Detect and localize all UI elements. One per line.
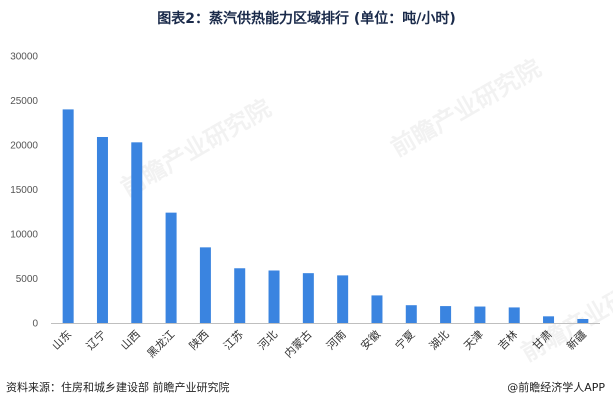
x-tick-label: 天津 bbox=[461, 328, 486, 353]
bar-内蒙古 bbox=[302, 273, 314, 323]
y-tick-label: 30000 bbox=[10, 52, 38, 63]
bars bbox=[62, 109, 589, 324]
y-tick-label: 10000 bbox=[10, 230, 38, 241]
y-tick-label: 0 bbox=[32, 319, 38, 330]
bar-山东 bbox=[62, 109, 74, 324]
x-tick-label: 山东 bbox=[50, 328, 75, 353]
x-tick-label: 河北 bbox=[255, 328, 280, 353]
bar-新疆 bbox=[577, 318, 589, 323]
x-tick-label: 山西 bbox=[118, 328, 143, 353]
bar-河北 bbox=[268, 270, 280, 323]
bar-山西 bbox=[131, 142, 143, 323]
x-tick-label: 陕西 bbox=[186, 327, 211, 352]
y-tick-label: 25000 bbox=[10, 96, 38, 107]
bar-宁夏 bbox=[405, 305, 417, 323]
x-tick-label: 江苏 bbox=[221, 328, 246, 353]
watermark-text: 前瞻产业研究院 bbox=[386, 54, 545, 162]
bar-河南 bbox=[337, 275, 349, 323]
x-tick-label: 湖北 bbox=[427, 328, 452, 353]
x-tick-label: 宁夏 bbox=[392, 327, 417, 352]
bar-安徽 bbox=[371, 295, 383, 323]
bar-黑龙江 bbox=[165, 212, 177, 323]
x-tick-label: 内蒙古 bbox=[281, 327, 314, 360]
x-tick-label: 河南 bbox=[324, 328, 349, 353]
x-tick-label: 吉林 bbox=[495, 327, 520, 352]
bar-江苏 bbox=[234, 268, 246, 323]
y-tick-label: 15000 bbox=[10, 185, 38, 196]
brand-credit: @前瞻经济学人APP bbox=[507, 381, 605, 394]
x-tick-label: 安徽 bbox=[358, 327, 383, 352]
bar-甘肃 bbox=[543, 316, 555, 323]
footer: 资料来源：住房和城乡建设部 前瞻产业研究院 @前瞻经济学人APP bbox=[6, 379, 605, 395]
axes: 0 5000 10000 15000 20000 25000 30000 bbox=[10, 52, 600, 330]
x-tick-label: 黑龙江 bbox=[145, 328, 178, 361]
y-tick-label: 5000 bbox=[16, 274, 39, 285]
watermark-text: 前瞻产业研究院 bbox=[516, 259, 613, 367]
bar-辽宁 bbox=[96, 136, 108, 323]
bar-陕西 bbox=[199, 247, 211, 323]
bar-天津 bbox=[474, 306, 486, 323]
x-tick-label: 辽宁 bbox=[83, 327, 108, 352]
bar-吉林 bbox=[508, 307, 520, 323]
labels: 山东 辽宁 山西 黑龙江 陕西 江苏 河北 内蒙古 河南 安徽 宁夏 湖北 天津 吉林 甘肃 新疆 bbox=[50, 327, 589, 360]
bar-湖北 bbox=[440, 306, 452, 323]
chart-title: 图表2：蒸汽供热能力区域排行 (单位：吨/小时) bbox=[157, 11, 456, 27]
source-note: 资料来源：住房和城乡建设部 前瞻产业研究院 bbox=[6, 381, 230, 394]
y-tick-label: 20000 bbox=[10, 141, 38, 152]
